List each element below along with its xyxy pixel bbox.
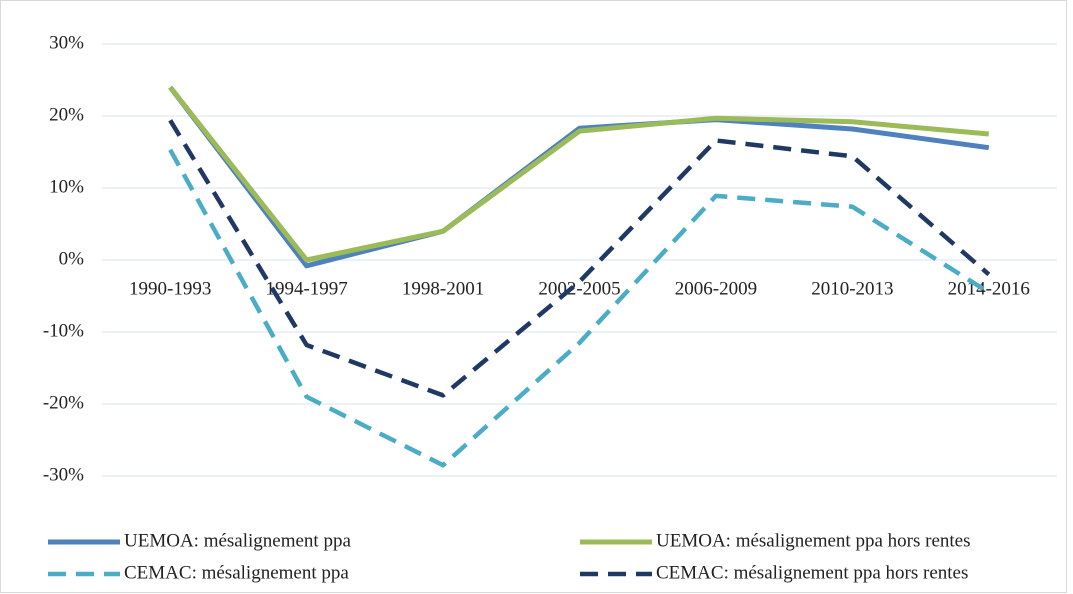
y-tick-label: -20% (43, 392, 84, 413)
series-line (168, 85, 990, 269)
legend-label: UEMOA: mésalignement ppa hors rentes (656, 530, 970, 551)
series-line (168, 148, 990, 468)
y-tick-label: -10% (43, 320, 84, 341)
x-tick-label: 1998-2001 (402, 278, 484, 299)
y-tick-label: 20% (49, 104, 84, 125)
y-tick-label: 10% (49, 176, 84, 197)
x-tick-label: 2006-2009 (675, 278, 757, 299)
legend-label: UEMOA: mésalignement ppa (124, 530, 351, 551)
series-line (168, 119, 991, 398)
legend-label: CEMAC: mésalignement ppa (124, 562, 349, 583)
x-tick-label: 1994-1997 (265, 278, 347, 299)
x-tick-label: 2014-2016 (948, 278, 1030, 299)
legend-label: CEMAC: mésalignement ppa hors rentes (656, 562, 968, 583)
series-line (168, 85, 990, 263)
x-tick-label: 2002-2005 (538, 278, 620, 299)
x-tick-label: 2010-2013 (811, 278, 893, 299)
y-tick-label: -30% (43, 464, 84, 485)
y-tick-label: 0% (59, 248, 85, 269)
x-tick-label: 1990-1993 (129, 278, 211, 299)
y-tick-label: 30% (49, 32, 84, 53)
